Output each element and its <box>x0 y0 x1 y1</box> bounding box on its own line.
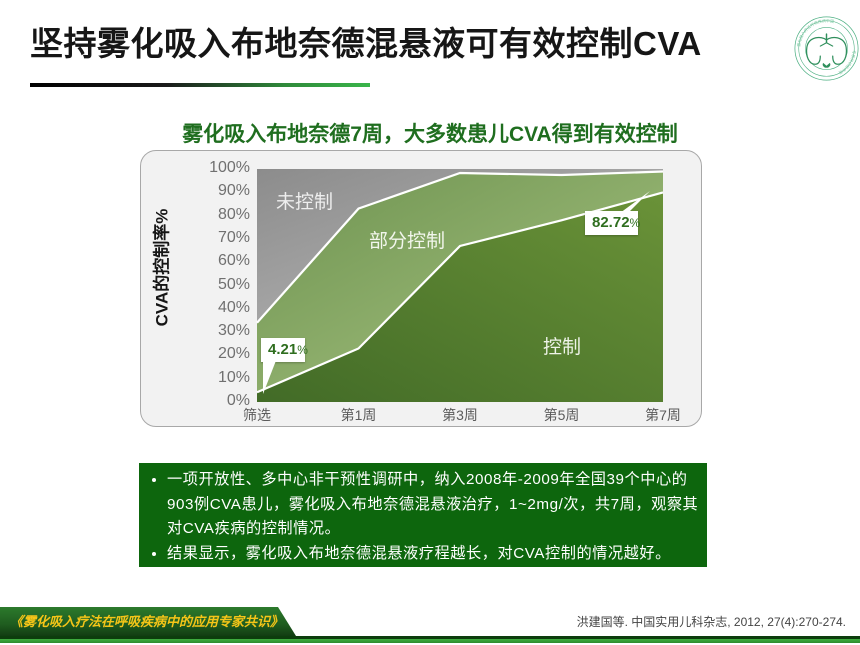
svg-text:控制: 控制 <box>543 336 581 358</box>
svg-text:部分控制: 部分控制 <box>369 230 445 252</box>
svg-text:未控制: 未控制 <box>276 191 333 213</box>
